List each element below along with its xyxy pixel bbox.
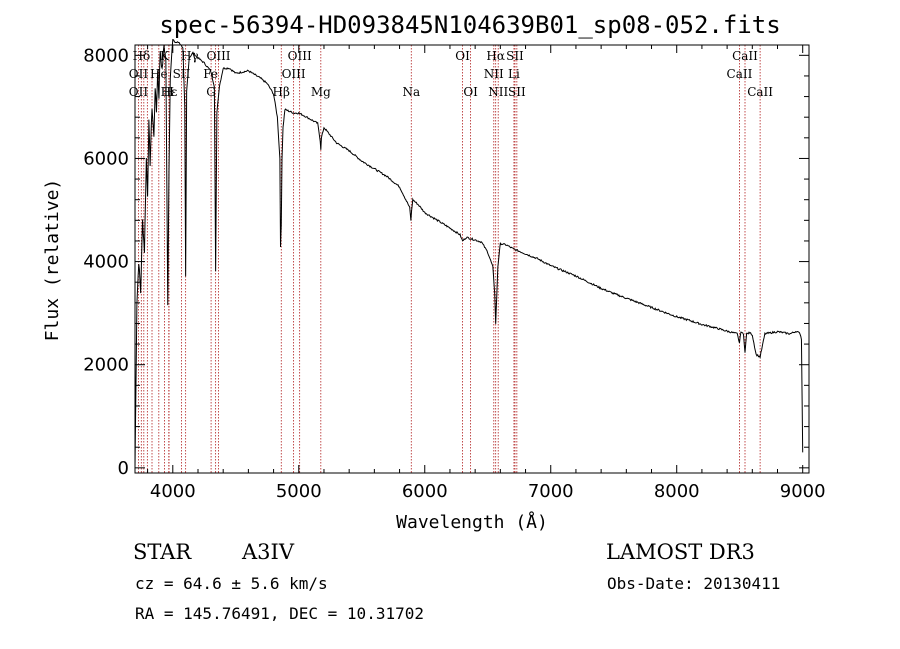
y-tick-label: 8000 [83, 45, 129, 66]
x-axis-label: Wavelength (Å) [396, 511, 548, 533]
spectrum-series [134, 38, 804, 468]
line-annotation: NII [488, 85, 508, 99]
line-annotation: SII [506, 49, 524, 63]
line-annotation: Na [402, 85, 420, 99]
line-annotation: Hε [161, 85, 178, 99]
line-markers [138, 45, 761, 473]
x-tick-label: 8000 [654, 481, 700, 502]
object-label: STAR [133, 540, 192, 564]
line-annotation: OII [129, 85, 149, 99]
line-annotation: CaII [732, 49, 758, 63]
line-annotation: OI [463, 85, 478, 99]
x-tick-label: 5000 [276, 481, 322, 502]
x-axis: 4000 5000 6000 7000 8000 9000 [147, 45, 826, 502]
y-tick-label: 2000 [83, 355, 129, 376]
obs-date: Obs-Date: 20130411 [607, 574, 781, 593]
line-annotation: He [150, 67, 168, 81]
line-annotation: CaII [727, 67, 753, 81]
line-annotation: OIII [282, 67, 306, 81]
line-annotation: Fe [203, 67, 218, 81]
line-annotation: OIII [288, 49, 312, 63]
line-annotation: NII [484, 67, 504, 81]
redshift-text: cz = 64.6 ± 5.6 km/s [135, 574, 328, 593]
chart-title: spec-56394-HD093845N104639B01_sp08-052.f… [159, 11, 780, 39]
line-annotation: CaII [747, 85, 773, 99]
line-annotation: SII [508, 85, 526, 99]
y-axis-label: Flux (relative) [42, 179, 63, 342]
y-tick-label: 6000 [83, 148, 129, 169]
y-tick-label: 4000 [83, 252, 129, 273]
spectrum-line [134, 38, 804, 468]
line-annotation: Hβ [273, 85, 290, 99]
line-annotation: Hδ [133, 49, 151, 63]
coordinates-text: RA = 145.76491, DEC = 10.31702 [135, 604, 424, 623]
line-annotation: Li [508, 67, 520, 81]
spectral-class: A3IV [242, 540, 294, 564]
line-annotation: Hγ [181, 49, 199, 63]
x-tick-label: 9000 [780, 481, 826, 502]
line-annotation: Mg [311, 85, 331, 99]
survey-name: LAMOST DR3 [606, 540, 755, 564]
line-annotation: G [206, 85, 216, 99]
line-annotation: OII [129, 67, 149, 81]
y-tick-label: 0 [118, 458, 129, 479]
line-annotation: OI [455, 49, 470, 63]
x-tick-label: 7000 [528, 481, 574, 502]
line-annotation: K [160, 49, 170, 63]
y-axis: 0 2000 4000 6000 8000 [83, 45, 809, 479]
line-annotation: OIII [206, 49, 230, 63]
line-annotation: Hα [486, 49, 505, 63]
x-tick-label: 4000 [150, 481, 196, 502]
line-annotation: H [164, 85, 174, 99]
plot-frame [134, 44, 810, 474]
x-tick-label: 6000 [402, 481, 448, 502]
line-annotation: SII [173, 67, 191, 81]
